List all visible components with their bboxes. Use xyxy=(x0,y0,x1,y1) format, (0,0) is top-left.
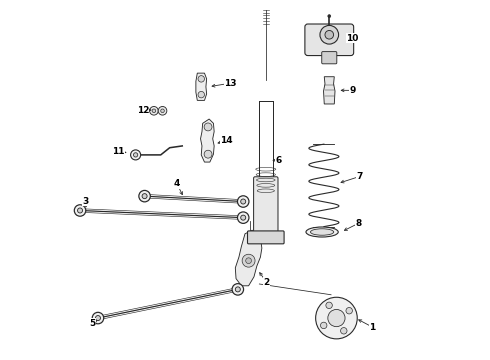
Polygon shape xyxy=(323,77,335,104)
Text: 4: 4 xyxy=(173,179,180,188)
Circle shape xyxy=(320,26,339,44)
Circle shape xyxy=(142,194,147,199)
Circle shape xyxy=(77,208,82,213)
Circle shape xyxy=(238,212,249,224)
Polygon shape xyxy=(196,73,207,100)
Circle shape xyxy=(232,284,244,295)
Text: 10: 10 xyxy=(346,34,359,43)
Text: 7: 7 xyxy=(357,172,363,181)
Polygon shape xyxy=(200,119,214,162)
Circle shape xyxy=(131,150,141,160)
FancyBboxPatch shape xyxy=(322,51,337,64)
Text: 1: 1 xyxy=(369,323,375,332)
Text: 6: 6 xyxy=(276,156,282,165)
Circle shape xyxy=(316,297,357,339)
Circle shape xyxy=(198,91,204,98)
Text: 13: 13 xyxy=(224,79,237,88)
FancyBboxPatch shape xyxy=(305,24,354,55)
Circle shape xyxy=(133,153,138,157)
FancyBboxPatch shape xyxy=(254,177,278,235)
Circle shape xyxy=(326,302,332,309)
Circle shape xyxy=(341,328,347,334)
Text: 5: 5 xyxy=(90,319,96,328)
Circle shape xyxy=(241,215,245,220)
Text: 12: 12 xyxy=(137,105,149,114)
Text: 2: 2 xyxy=(264,278,270,287)
Circle shape xyxy=(158,107,167,115)
Circle shape xyxy=(328,310,345,327)
Circle shape xyxy=(346,307,352,314)
Circle shape xyxy=(235,287,240,292)
Circle shape xyxy=(328,15,331,18)
Text: 11: 11 xyxy=(113,147,125,156)
Circle shape xyxy=(325,31,334,39)
Circle shape xyxy=(198,76,204,82)
Circle shape xyxy=(139,190,150,202)
Ellipse shape xyxy=(311,229,334,235)
FancyBboxPatch shape xyxy=(247,231,284,244)
Circle shape xyxy=(242,254,255,267)
Polygon shape xyxy=(235,230,262,286)
Circle shape xyxy=(149,107,158,115)
Circle shape xyxy=(96,316,100,320)
Text: 8: 8 xyxy=(356,219,362,228)
Circle shape xyxy=(245,258,251,264)
Circle shape xyxy=(204,123,212,131)
Ellipse shape xyxy=(306,227,338,237)
Circle shape xyxy=(320,322,327,329)
Circle shape xyxy=(241,199,245,204)
Circle shape xyxy=(161,109,164,113)
Circle shape xyxy=(152,109,156,113)
Text: 9: 9 xyxy=(349,86,356,95)
Circle shape xyxy=(204,150,212,158)
Text: 14: 14 xyxy=(220,136,233,145)
Circle shape xyxy=(238,196,249,207)
Circle shape xyxy=(74,205,86,216)
Text: 3: 3 xyxy=(82,197,89,206)
Circle shape xyxy=(92,312,104,324)
